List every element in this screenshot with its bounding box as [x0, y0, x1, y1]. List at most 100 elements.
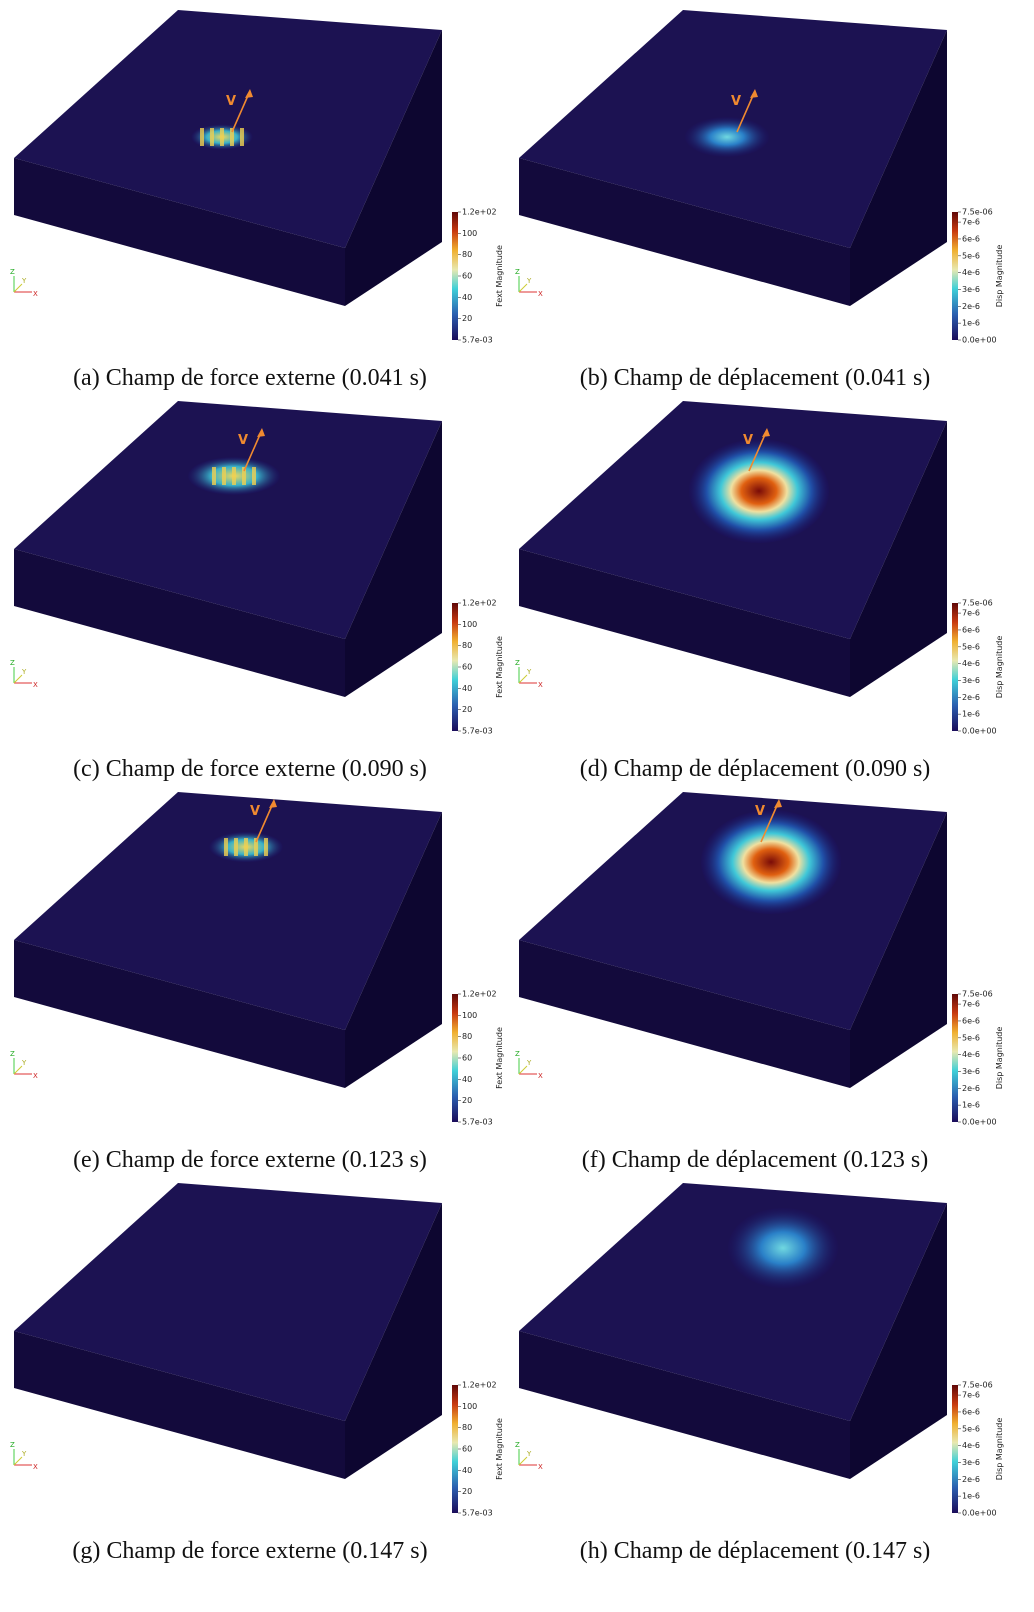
colorbar-title: Disp Magnitude	[995, 245, 1004, 308]
arrow-head	[762, 428, 770, 437]
box-left-face	[14, 158, 345, 306]
colorbar-tick-label: 20	[462, 705, 472, 714]
box-right-face	[345, 30, 442, 306]
arrow-head	[269, 799, 277, 808]
colorbar-tick-label: 0.0e+00	[962, 727, 997, 736]
velocity-arrow	[760, 800, 780, 843]
panel: V ZYX 1.2e+02 100 80 60 40 20 5.7e-03 Fext Magnit…	[10, 792, 504, 1173]
colorbar-tick-label: 1e-6	[962, 319, 980, 328]
colorbar	[952, 994, 958, 1122]
disp-field	[728, 1208, 838, 1288]
arrow-head	[750, 89, 758, 98]
colorbar-tick-label: 4e-6	[962, 1050, 980, 1059]
axis-y	[518, 283, 528, 293]
colorbar	[452, 603, 458, 731]
colorbar-tick-label: 20	[462, 1487, 472, 1496]
colorbar-tick-label: 1.2e+02	[462, 990, 497, 999]
colorbar-tick-label: 5.7e-03	[462, 336, 493, 345]
axis-label: X	[33, 290, 38, 298]
colorbar-tick-label: 40	[462, 293, 472, 302]
colorbar-title: Disp Magnitude	[995, 1027, 1004, 1090]
vector-label: V	[731, 94, 741, 109]
colorbar-tick-label: 1e-6	[962, 1492, 980, 1501]
arrow-head	[245, 89, 253, 98]
disp-field	[685, 117, 769, 157]
force-stripe	[220, 128, 224, 146]
arrow-head	[257, 428, 265, 437]
velocity-arrow	[255, 800, 275, 843]
velocity-arrow	[748, 429, 768, 472]
axis-label: Z	[10, 268, 15, 276]
axis-y	[13, 283, 23, 293]
box-left-face	[519, 549, 850, 697]
colorbar-tick-label: 2e-6	[962, 302, 980, 311]
force-stripe	[244, 838, 248, 856]
colorbar-tick-label: 5e-6	[962, 642, 980, 651]
colorbar-tick-label: 1.2e+02	[462, 1381, 497, 1390]
colorbar-tick-label: 100	[462, 1011, 477, 1020]
velocity-arrow	[231, 90, 251, 133]
box-right-face	[850, 1203, 947, 1479]
colorbar-tick-label: 60	[462, 663, 472, 672]
colorbar-tick-label: 40	[462, 1466, 472, 1475]
colorbar-tick-label: 7e-6	[962, 1391, 980, 1400]
box-right-face	[850, 30, 947, 306]
force-stripe	[200, 128, 204, 146]
colorbar-tick-label: 5.7e-03	[462, 727, 493, 736]
colorbar-tick-label: 6e-6	[962, 1407, 980, 1416]
colorbar-tick-label: 6e-6	[962, 1016, 980, 1025]
colorbar	[452, 994, 458, 1122]
axis-label: X	[538, 290, 543, 298]
axis-label: Y	[526, 668, 532, 676]
force-stripe	[210, 128, 214, 146]
colorbar-tick-label: 7.5e-06	[962, 990, 993, 999]
colorbar-tick-label: 0.0e+00	[962, 1509, 997, 1518]
colorbar-tick-label: 7e-6	[962, 609, 980, 618]
axis-label: Z	[515, 659, 520, 667]
axis-label: X	[33, 1463, 38, 1471]
colorbar-tick-label: 7.5e-06	[962, 208, 993, 217]
colorbar-tick-label: 4e-6	[962, 1441, 980, 1450]
vector-label: V	[755, 804, 765, 819]
axis-label: X	[538, 1463, 543, 1471]
colorbar-title: Disp Magnitude	[995, 636, 1004, 699]
panel: ZYX 1.2e+02 100 80 60 40 20 5.7e-03 Fext Magnitu…	[10, 1183, 504, 1564]
box-right-face	[850, 812, 947, 1088]
force-stripe	[222, 467, 226, 485]
axis-label: Y	[526, 277, 532, 285]
force-stripe	[212, 467, 216, 485]
axis-label: Z	[515, 1050, 520, 1058]
colorbar-tick-label: 2e-6	[962, 1084, 980, 1093]
axis-label: Y	[21, 1059, 27, 1067]
axis-label: X	[33, 681, 38, 689]
colorbar-tick-label: 100	[462, 620, 477, 629]
box-right-face	[345, 812, 442, 1088]
colorbar-tick-label: 7e-6	[962, 1000, 980, 1009]
axis-label: X	[538, 681, 543, 689]
colorbar-tick-label: 20	[462, 314, 472, 323]
colorbar-title: Fext Magnitude	[495, 245, 504, 307]
axis-y	[13, 674, 23, 684]
vector-label: V	[238, 433, 248, 448]
colorbar-tick-label: 60	[462, 272, 472, 281]
box-top	[519, 1183, 947, 1421]
axis-label: Z	[10, 1441, 15, 1449]
axis-y	[13, 1065, 23, 1075]
colorbar-tick-label: 20	[462, 1096, 472, 1105]
vector-label: V	[250, 804, 260, 819]
box-top	[14, 1183, 442, 1421]
force-stripe	[230, 128, 234, 146]
caption: (a) Champ de force externe (0.041 s)	[73, 365, 427, 391]
colorbar-tick-label: 1e-6	[962, 710, 980, 719]
colorbar-tick-label: 80	[462, 1423, 472, 1432]
box-left-face	[14, 549, 345, 697]
colorbar-tick-label: 2e-6	[962, 1475, 980, 1484]
colorbar-tick-label: 1.2e+02	[462, 208, 497, 217]
force-stripe	[254, 838, 258, 856]
axis-label: X	[538, 1072, 543, 1080]
velocity-arrow	[736, 90, 756, 133]
